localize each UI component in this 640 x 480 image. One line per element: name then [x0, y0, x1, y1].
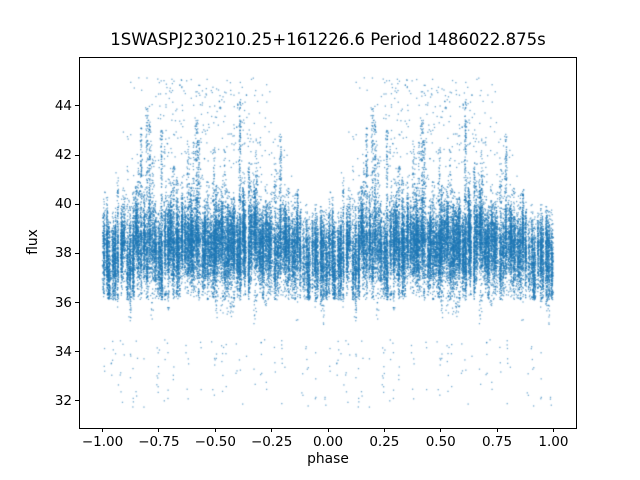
x-tick-label: −0.25 — [250, 434, 293, 450]
x-tick-label: 0.25 — [369, 434, 400, 450]
x-tick-mark — [102, 428, 104, 432]
y-tick-mark — [75, 203, 79, 205]
y-tick-label: 44 — [54, 97, 72, 114]
x-tick-label: −1.00 — [81, 434, 124, 450]
y-tick-mark — [75, 154, 79, 156]
axes-area: −1.00 −0.75 −0.50 −0.25 0.00 0.25 0.50 0.75 1.00… — [55, 57, 577, 450]
y-tick-mark — [75, 105, 79, 107]
y-tick-label: 34 — [54, 343, 72, 360]
y-tick-label: 38 — [54, 245, 72, 262]
y-tick-label: 42 — [54, 147, 72, 164]
x-tick-mark — [271, 428, 273, 432]
y-tick-label: 40 — [54, 196, 72, 213]
x-tick-mark — [496, 428, 498, 432]
x-tick-mark — [327, 428, 329, 432]
y-tick-label: 32 — [54, 392, 72, 409]
y-tick-mark — [75, 302, 79, 304]
x-tick-mark — [383, 428, 385, 432]
x-tick-label: −0.75 — [138, 434, 180, 450]
x-tick-mark — [158, 428, 160, 432]
x-tick-mark — [440, 428, 442, 432]
x-tick-mark — [552, 428, 554, 432]
x-axis-label: phase — [307, 451, 349, 467]
x-tick-mark — [214, 428, 216, 432]
y-tick-mark — [75, 252, 79, 254]
y-axis-label: flux — [25, 229, 41, 255]
x-tick-label: 0.50 — [425, 434, 456, 450]
x-tick-label: 0.00 — [312, 434, 344, 450]
x-tick-label: 0.75 — [482, 434, 513, 450]
y-tick-mark — [75, 400, 79, 402]
y-tick-mark — [75, 351, 79, 353]
plot-title: 1SWASPJ230210.25+161226.6 Period 1486022… — [110, 30, 546, 49]
x-tick-label: 1.00 — [538, 434, 569, 450]
scatter-points — [80, 58, 576, 428]
x-tick-label: −0.50 — [194, 434, 236, 450]
y-tick-label: 36 — [54, 294, 72, 311]
